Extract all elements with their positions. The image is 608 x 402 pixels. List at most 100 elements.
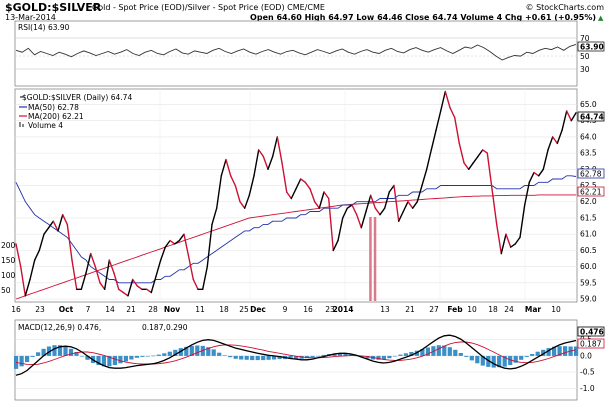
macd-hist-bar: [469, 355, 474, 361]
macd-hist-bar: [376, 355, 381, 360]
x-tick-label: 18: [488, 305, 498, 314]
price-segment: [145, 288, 153, 294]
rsi-value-box: [577, 41, 605, 52]
price-segment: [187, 256, 195, 281]
x-tick-label: Nov: [164, 305, 180, 314]
macd-hist-bar: [447, 347, 452, 356]
macd-hist-bar: [68, 348, 74, 356]
macd-hist-bar: [337, 353, 343, 356]
price-segment: [379, 207, 386, 216]
price-y-tick: 61.5: [580, 213, 597, 222]
macd-hist-bar: [277, 355, 282, 360]
macd-hist-bar: [294, 355, 299, 359]
price-segment: [468, 162, 474, 171]
price-segment: [570, 112, 577, 122]
x-tick-label: 27: [429, 305, 439, 314]
price-segment: [561, 110, 568, 132]
macd-line: [15, 334, 577, 376]
price-segment: [225, 158, 232, 177]
macd-hist-bar: [63, 346, 68, 356]
price-segment: [29, 259, 36, 281]
symbol-title: $GOLD:$SILVER: [5, 1, 102, 14]
macd-hist-bar: [101, 355, 106, 367]
macd-hist-bar: [272, 355, 277, 360]
price-y-tick: 64.0: [580, 132, 597, 141]
macd-hist-bar: [123, 355, 128, 362]
price-segment: [243, 194, 251, 209]
price-segment: [393, 184, 400, 222]
price-segment: [416, 184, 423, 203]
macd-hist-bar: [480, 355, 485, 366]
ohlc-readout: Open 64.60 High 64.97 Low 64.46 Close 64…: [250, 13, 596, 22]
price-segment: [183, 233, 190, 258]
price-segment: [206, 223, 213, 268]
macd-hist-bar: [118, 355, 123, 364]
rsi-line: [15, 43, 577, 61]
macd-hist-bar: [107, 355, 112, 367]
macd-hist-bar: [563, 346, 568, 356]
price-segment: [136, 285, 143, 290]
price-segment: [342, 207, 348, 219]
price-segment: [155, 259, 162, 277]
price-segment: [566, 110, 572, 122]
macd-hist-bar: [310, 355, 315, 358]
price-segment: [482, 149, 488, 154]
price-segment: [99, 282, 106, 290]
macd-hist-bar: [403, 353, 408, 356]
price-segment: [398, 210, 404, 222]
macd-hist-bar: [392, 355, 397, 357]
rsi-legend: RSI(14) 63.90: [18, 23, 70, 32]
macd-hist-bar: [211, 349, 216, 356]
macd-hist-bar: [508, 355, 513, 365]
macd-hist-bar: [173, 349, 178, 356]
price-segment: [337, 217, 344, 242]
macd-hist-bar: [541, 349, 546, 356]
macd-hist-bar: [305, 355, 310, 359]
price-y-tick: 60.5: [580, 246, 597, 255]
price-segment: [454, 116, 460, 145]
price-segment: [20, 265, 26, 297]
price-y-tick: 65.0: [580, 100, 597, 109]
price-segment: [314, 200, 320, 209]
macd-hist-bar: [85, 355, 90, 360]
x-tick-label: 23: [35, 305, 45, 314]
macd-legend-prefix: MACD(12,26,9) 0.476,: [18, 323, 101, 332]
macd-hist-bar: [458, 353, 463, 356]
macd-hist-bar: [195, 345, 200, 356]
price-segment: [323, 191, 330, 200]
price-segment: [412, 200, 418, 209]
price-segment: [66, 223, 73, 261]
macd-hist-bar: [557, 346, 562, 356]
x-tick-label: 11: [195, 305, 205, 314]
price-segment: [444, 90, 451, 109]
x-tick-label: Dec: [250, 305, 266, 314]
price-segment: [388, 184, 395, 193]
macd-signal-line: [15, 341, 577, 366]
macd-hist-bar: [156, 354, 161, 356]
price-segment: [510, 243, 516, 248]
price-segment: [519, 204, 526, 239]
macd-hist-bar: [381, 355, 386, 360]
macd-hist-bar: [409, 352, 414, 356]
price-segment: [122, 291, 129, 297]
macd-y-tick: 0.0: [580, 351, 592, 360]
price-segment: [173, 239, 181, 245]
price-segment: [505, 233, 512, 248]
price-segment: [215, 175, 223, 209]
price-segment: [472, 155, 479, 164]
price-segment: [127, 278, 134, 297]
macd-hist-bar: [486, 355, 491, 367]
macd-hist-bar: [96, 355, 101, 365]
price-segment: [150, 275, 157, 294]
price-segment: [491, 188, 498, 226]
price-segment: [164, 239, 171, 248]
macd-hist-bar: [140, 355, 145, 357]
ma200-line: [15, 194, 576, 300]
price-segment: [211, 207, 218, 226]
price-segment: [449, 106, 456, 119]
macd-hist-bar: [250, 355, 255, 361]
macd-hist-bar: [365, 355, 370, 359]
price-segment: [402, 200, 409, 213]
price-segment: [229, 175, 237, 187]
